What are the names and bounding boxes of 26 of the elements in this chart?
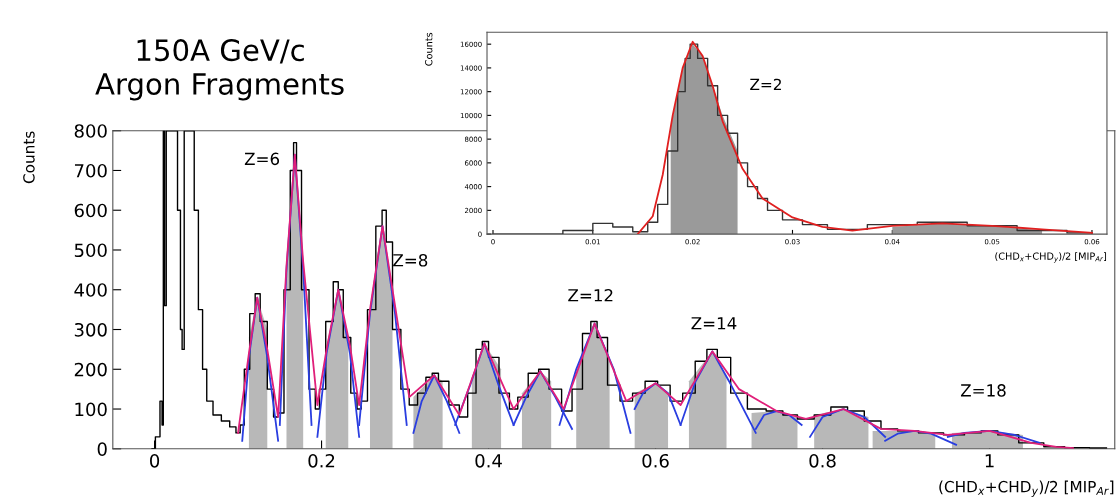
chart-title: 150A GeV/c Argon Fragments <box>95 39 344 101</box>
y-tick-label: 800 <box>74 124 107 138</box>
y-axis-title: Counts <box>425 32 433 66</box>
y-tick-label: 100 <box>75 402 107 417</box>
y-tick-label: 400 <box>74 283 107 297</box>
y-tick-label: 300 <box>74 322 107 337</box>
annotation: Z=18 <box>960 384 1006 397</box>
annotation: Z=14 <box>691 317 737 330</box>
x-tick-label: 0.8 <box>809 453 836 468</box>
annotation: Z=12 <box>568 288 613 302</box>
y-tick-label: 0 <box>97 442 107 456</box>
x-axis-title: (CHD$_{x}$+CHD$_{y}$)/2 [MIP$_{Ar}$] <box>995 252 1107 263</box>
x-tick-label: 0.2 <box>308 453 335 468</box>
y-tick-label: 500 <box>74 243 107 258</box>
x-tick-label: 0.6 <box>642 453 669 468</box>
x-axis-title: (CHD$_{x}$+CHD$_{y}$)/2 [MIP$_{Ar}$] <box>939 480 1114 497</box>
x-tick-label: 1 <box>985 454 994 468</box>
annotation: Z=2 <box>750 78 781 90</box>
y-axis-title: Counts <box>23 131 35 184</box>
x-tick-label: 0.4 <box>475 453 502 468</box>
y-tick-label: 200 <box>74 362 107 377</box>
y-tick-label: 700 <box>74 163 107 178</box>
y-tick-label: 600 <box>74 203 107 218</box>
annotation: Z=8 <box>393 253 428 267</box>
x-tick-label: 0 <box>150 453 160 468</box>
annotation: Z=6 <box>244 152 280 166</box>
